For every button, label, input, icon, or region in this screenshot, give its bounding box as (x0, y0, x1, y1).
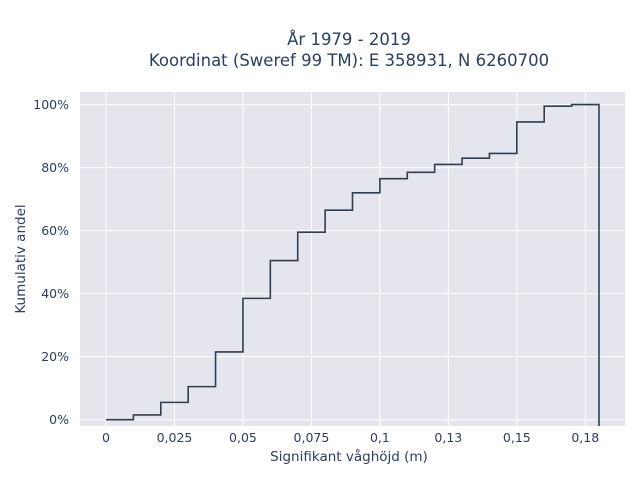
grid-lines (80, 92, 625, 426)
y-tick-label: 60% (41, 223, 69, 238)
x-tick-label: 0,13 (434, 430, 462, 445)
x-tick-label: 0,15 (503, 430, 531, 445)
x-tick-label: 0,18 (571, 430, 599, 445)
chart-title-line-2: Koordinat (Sweref 99 TM): E 358931, N 62… (149, 51, 549, 70)
y-tick-label: 100% (33, 97, 69, 112)
y-tick-label: 0% (49, 412, 69, 427)
x-tick-label: 0,05 (229, 430, 257, 445)
x-tick-labels: 0 0,025 0,05 0,075 0,1 0,13 0,15 0,18 (102, 430, 599, 445)
chart-title-line-1: År 1979 - 2019 (287, 30, 411, 49)
y-axis-title: Kumulativ andel (13, 204, 29, 313)
x-tick-label: 0,025 (157, 430, 193, 445)
y-tick-label: 80% (41, 160, 69, 175)
cumulative-step-line (106, 103, 600, 426)
y-tick-label: 20% (41, 349, 69, 364)
x-tick-label: 0 (102, 430, 110, 445)
x-axis-title: Signifikant våghöjd (m) (270, 448, 428, 465)
x-tick-label: 0,075 (294, 430, 330, 445)
x-tick-label: 0,1 (370, 430, 390, 445)
y-tick-labels: 0% 20% 40% 60% 80% 100% (33, 97, 69, 427)
plot-area (80, 92, 625, 426)
y-tick-label: 40% (41, 286, 69, 301)
